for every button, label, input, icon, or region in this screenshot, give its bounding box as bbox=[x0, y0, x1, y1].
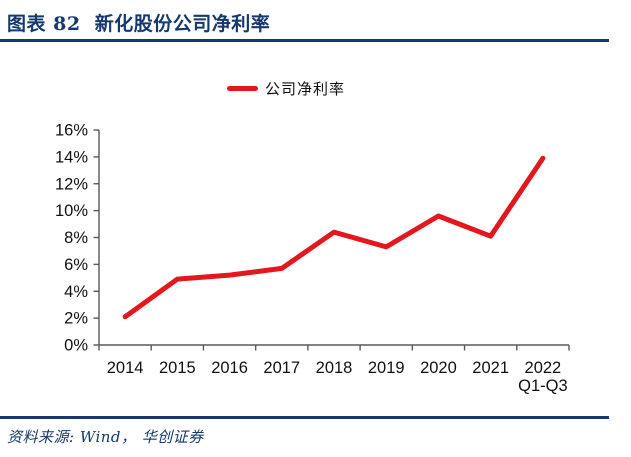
figure-footer: 资料来源: Wind， 华创证券 bbox=[0, 416, 609, 447]
net-margin-series-line bbox=[122, 155, 546, 320]
x-axis-tick-label: 2018 bbox=[316, 359, 353, 377]
y-axis-tick-label: 12% bbox=[55, 175, 88, 193]
y-axis-tick-label: 4% bbox=[64, 283, 88, 301]
x-axis-tick-label: 2014 bbox=[107, 359, 144, 377]
x-axis-tick-label: 2022 bbox=[525, 359, 562, 377]
x-axis-tick-label: 2019 bbox=[368, 359, 405, 377]
y-axis-tick-label: 10% bbox=[55, 202, 88, 220]
x-axis-tick-label: 2017 bbox=[263, 359, 300, 377]
legend-line-swatch bbox=[226, 85, 258, 91]
x-axis-tick-label: Q1-Q3 bbox=[518, 377, 568, 395]
y-axis-tick-label: 8% bbox=[64, 229, 88, 247]
figure-header: 图表 82 新化股份公司净利率 bbox=[0, 0, 609, 42]
legend-label: 公司净利率 bbox=[264, 79, 345, 98]
source-note: 资料来源: Wind， 华创证券 bbox=[7, 428, 204, 446]
y-axis-tick-label: 16% bbox=[55, 122, 88, 140]
chart-legend: 公司净利率 bbox=[0, 79, 572, 98]
figure-title: 图表 82 新化股份公司净利率 bbox=[7, 13, 271, 35]
x-axis-tick-label: 2021 bbox=[472, 359, 509, 377]
y-axis-tick-label: 6% bbox=[64, 256, 88, 274]
x-axis-tick-label: 2015 bbox=[159, 359, 196, 377]
y-axis-tick-label: 2% bbox=[64, 310, 88, 328]
y-axis-tick-label: 0% bbox=[64, 337, 88, 355]
x-axis-tick-label: 2020 bbox=[420, 359, 457, 377]
y-axis-tick-label: 14% bbox=[55, 148, 88, 166]
x-axis-tick-label: 2016 bbox=[211, 359, 248, 377]
